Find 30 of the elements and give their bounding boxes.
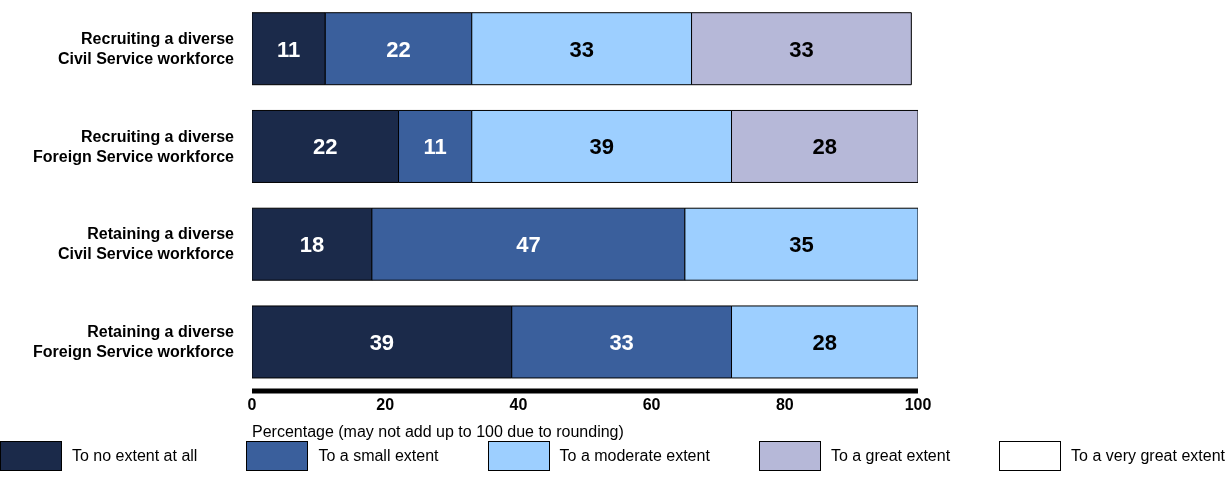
data-label: 22 [313, 134, 338, 160]
data-label: 33 [609, 329, 634, 355]
legend-label: To a great extent [830, 447, 951, 465]
legend-label: To no extent at all [72, 447, 198, 465]
data-label: 11 [277, 36, 301, 62]
data-label: 39 [589, 134, 614, 160]
x-axis-title: Percentage (may not add up to 100 due to rounding) [252, 423, 624, 440]
legend-label: To a very great extent [1071, 447, 1225, 465]
y-tick-label: Recruiting a diverse Civil Service workforce [57, 29, 235, 67]
x-tick-label: 60 [642, 396, 661, 414]
data-label: 33 [569, 36, 594, 62]
y-tick-label: Retaining a diverse Civil Service workforce [57, 225, 235, 263]
data-label: 47 [516, 232, 541, 258]
x-tick-label: 40 [509, 396, 528, 414]
data-label: 35 [789, 232, 814, 258]
y-tick-label: Recruiting a diverse Foreign Service workforce [33, 127, 235, 165]
legend-label: To a moderate extent [559, 447, 710, 465]
x-tick-label: 100 [904, 396, 932, 414]
data-label: 18 [299, 232, 325, 258]
y-tick-label: Retaining a diverse Foreign Service workforce [33, 323, 235, 361]
data-label: 28 [812, 329, 837, 355]
x-tick-label: 80 [775, 396, 794, 414]
data-label: 11 [423, 134, 447, 160]
x-tick-label: 20 [376, 396, 395, 414]
legend-label: To a small extent [318, 447, 439, 465]
x-tick-label: 0 [247, 396, 257, 414]
data-label: 33 [789, 36, 814, 62]
data-label: 39 [369, 329, 395, 355]
data-label: 22 [386, 36, 411, 62]
data-label: 28 [812, 134, 837, 160]
